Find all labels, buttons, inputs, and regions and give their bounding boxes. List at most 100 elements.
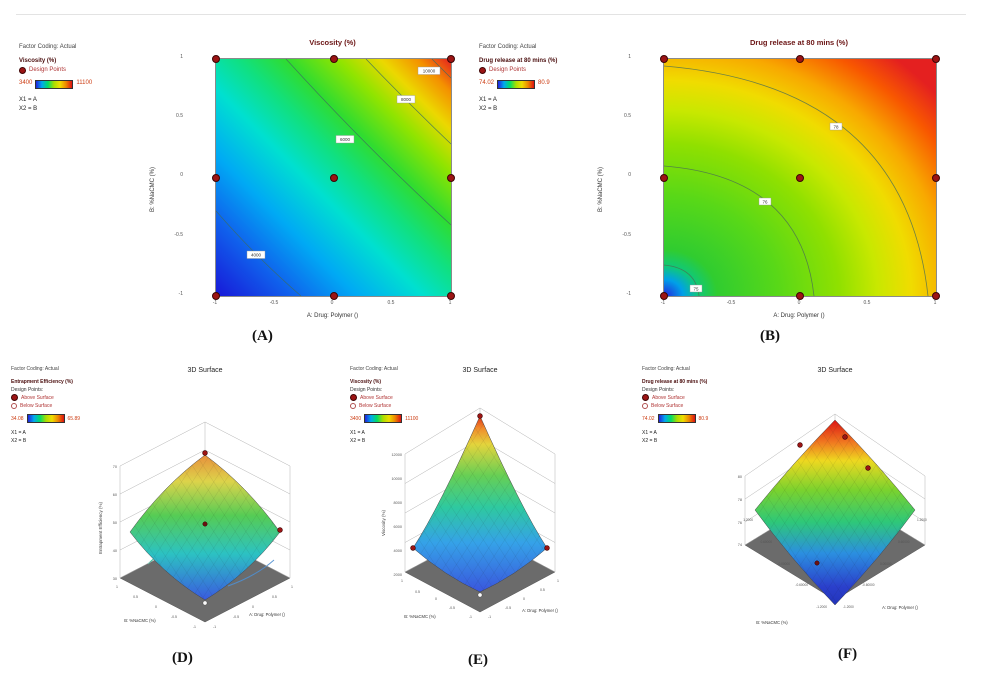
- factor-coding-label: Factor Coding: Actual: [11, 366, 59, 372]
- design-point-above: [865, 465, 871, 471]
- b-tick: 0.5: [415, 590, 420, 594]
- z-axis-label: Viscosity (%): [381, 510, 386, 536]
- plot-title: 3D Surface: [187, 367, 222, 374]
- design-point: [329, 173, 338, 182]
- b-tick: 1: [401, 579, 403, 583]
- x2-factor: X2 = B: [350, 437, 366, 444]
- z-tick: 76: [738, 521, 742, 525]
- b-tick: 0: [155, 605, 157, 609]
- y-axis-label: B: %NaCMC (%): [756, 620, 788, 625]
- scale-max: 65.89: [67, 415, 81, 422]
- b-tick: 0.00000: [778, 562, 790, 566]
- figure-top-border: [16, 14, 966, 15]
- z-tick: 40: [113, 549, 117, 553]
- x1-factor: X1 = A: [350, 430, 365, 436]
- axis-frame: [404, 407, 556, 573]
- plot-title: 3D Surface: [462, 367, 497, 374]
- a-tick: 0: [523, 597, 525, 601]
- response-title: Viscosity (%): [19, 58, 57, 65]
- x-tick: 0.5: [387, 300, 395, 306]
- z-tick: 4000: [394, 549, 402, 553]
- design-point-above: [277, 527, 283, 533]
- x-tick: 1: [933, 300, 937, 306]
- below-surface-label: Below Surface: [20, 403, 53, 409]
- contour-label: 4000: [251, 253, 262, 258]
- design-point-below: [202, 600, 208, 606]
- b-tick: 0: [435, 597, 437, 601]
- y-axis-label: B: %NaCMC (%): [150, 166, 156, 212]
- response-title: Drug release at 80 mins (%): [642, 379, 708, 385]
- panel-f-drug-release-3d: Factor Coding: Actual Drug release at 80…: [636, 352, 982, 693]
- a-tick: 0.00000: [880, 562, 892, 566]
- design-point-below: [477, 592, 483, 598]
- scale-max: 80.9: [538, 80, 550, 87]
- a-tick: 0: [252, 605, 254, 609]
- design-point: [796, 55, 804, 63]
- design-point: [932, 292, 940, 300]
- below-surface-icon: [11, 403, 17, 409]
- panel-d-entrapment-3d: Factor Coding: Actual Entrapment Efficie…: [0, 352, 327, 693]
- a-tick: 1: [557, 579, 559, 583]
- z-tick: 80: [738, 475, 742, 479]
- design-points-label: Design Points: [489, 67, 527, 74]
- factor-coding-label: Factor Coding: Actual: [350, 366, 398, 372]
- plot-title: Drug release at 80 mins (%): [750, 38, 848, 47]
- x-tick: -1: [660, 300, 666, 306]
- surface-mesh: [755, 420, 915, 605]
- design-point-above: [202, 450, 208, 456]
- panel-letter-e: (E): [468, 652, 488, 668]
- z-axis-label: Entrapment Efficiency (%): [98, 502, 103, 554]
- x-axis-label: A: Drug: Polymer (): [306, 313, 359, 319]
- panel-letter-f: (F): [838, 646, 858, 662]
- surface3d-drug-release: 3D Surface 80 78 76 74 1.2000 0.60000 0.…: [738, 367, 927, 625]
- contour-label: 78: [833, 125, 839, 130]
- contour-label: 10000: [423, 69, 436, 74]
- z-tick: 12000: [391, 453, 402, 457]
- x2-factor: X2 = B: [11, 437, 27, 444]
- below-surface-icon: [350, 403, 356, 409]
- design-point: [932, 55, 940, 63]
- design-point: [796, 292, 804, 300]
- a-tick: 0.5: [272, 595, 277, 599]
- b-tick: -1: [469, 615, 472, 619]
- contour-label: 76: [762, 200, 768, 205]
- above-surface-label: Above Surface: [652, 394, 685, 401]
- design-point: [212, 292, 220, 300]
- scale-max: 80.9: [698, 415, 709, 422]
- above-surface-icon: [350, 394, 357, 401]
- x-tick: 0: [797, 300, 801, 306]
- a-tick: -0.60000: [862, 583, 875, 587]
- z-tick: 74: [738, 543, 742, 547]
- design-points-label: Design Points:: [350, 387, 383, 393]
- z-tick: 70: [113, 465, 117, 469]
- design-point-icon: [479, 67, 486, 75]
- design-point-center: [814, 560, 820, 566]
- x-tick: 1: [448, 300, 452, 306]
- below-surface-label: Below Surface: [359, 403, 392, 409]
- y-tick: -1: [626, 291, 631, 297]
- a-tick: -0.5: [505, 606, 511, 610]
- y-tick: 1: [180, 54, 183, 60]
- b-tick: 1: [116, 585, 118, 589]
- plot-title: 3D Surface: [817, 367, 852, 374]
- scale-max: 11100: [405, 415, 419, 422]
- contour-plot-drug-release: 75 76 78: [660, 55, 940, 300]
- y-tick: 0: [628, 172, 631, 178]
- surface3d-viscosity: 3D Surface Viscosity (%) 12000 10000 800…: [381, 367, 559, 619]
- legend-viscosity-contour: Factor Coding: Actual Viscosity (%) Desi…: [19, 44, 179, 114]
- design-point: [447, 173, 455, 182]
- b-tick: 0.5: [133, 595, 138, 599]
- z-tick: 60: [113, 493, 117, 497]
- a-tick: -1: [213, 625, 216, 629]
- above-surface-label: Above Surface: [21, 394, 54, 401]
- x2-factor: X2 = B: [642, 437, 658, 444]
- design-point: [212, 173, 220, 182]
- surface3d-entrapment: 3D Surface Entrapment Efficiency (%) 70 …: [98, 367, 293, 629]
- a-tick: -1.2000: [843, 605, 854, 609]
- plot-title: Viscosity (%): [309, 38, 356, 47]
- design-point-above: [544, 545, 550, 551]
- design-point: [932, 173, 940, 182]
- above-surface-label: Above Surface: [360, 394, 393, 401]
- response-title: Entrapment Efficiency (%): [11, 379, 73, 385]
- y-axis-label: B: %NaCMC (%): [404, 614, 436, 619]
